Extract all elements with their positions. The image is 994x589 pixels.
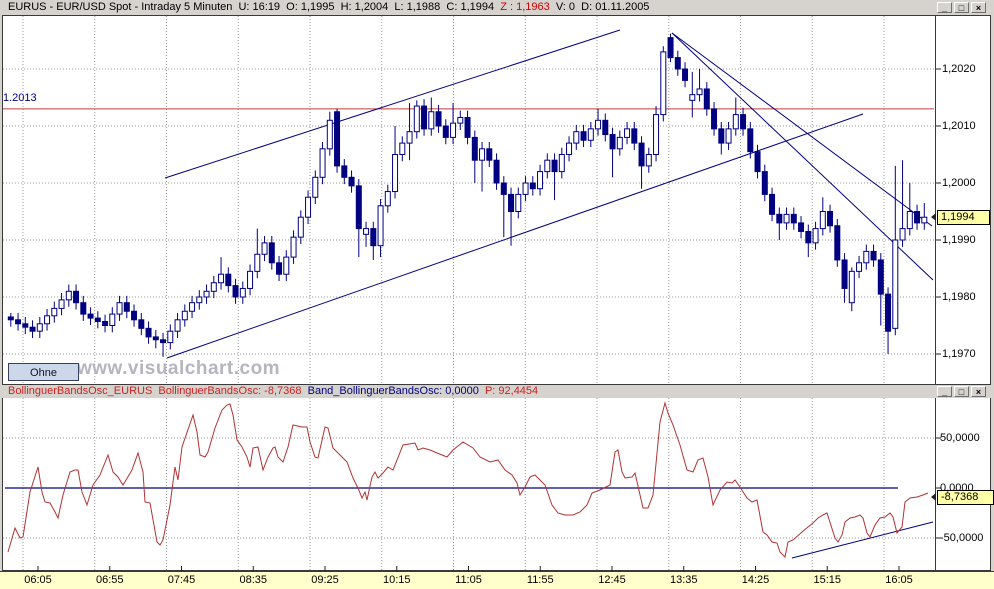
time-axis-label: 08:35	[239, 574, 268, 586]
oscillator-axis-label: -50,0000	[940, 532, 984, 544]
candlestick-series	[7, 33, 928, 357]
price-axis-label: 1,1970	[942, 348, 976, 360]
title-bar[interactable]: EURUS - EUR/USD Spot - Intraday 5 Minute…	[0, 0, 994, 15]
price-axis-label: 1,1980	[942, 291, 976, 303]
support-line-label: 1.2013	[3, 92, 37, 104]
price-marker-arrow-icon	[931, 213, 936, 221]
oscillator-axis-label: 50,0000	[940, 432, 980, 444]
time-axis-label: 11:55	[526, 574, 554, 586]
time-axis-label: 14:25	[741, 574, 770, 586]
oscillator-window-controls: _ □ ×	[937, 386, 986, 397]
chart-title: EURUS - EUR/USD Spot - Intraday 5 Minute…	[8, 1, 649, 13]
time-axis-strip[interactable]	[0, 572, 994, 589]
oscillator-value-badge: -8,7368	[937, 490, 994, 505]
time-axis-label: 15:15	[813, 574, 842, 586]
minimize-icon[interactable]: _	[937, 2, 952, 13]
oscillator-header-segment: Band_BollinguerBandsOsc: 0,0000	[307, 385, 485, 397]
minimize-icon[interactable]: _	[937, 386, 952, 397]
oscillator-marker-arrow-icon	[931, 493, 936, 501]
window-controls: _ □ ×	[937, 2, 986, 13]
title-segment: EURUS - EUR/USD Spot - Intraday 5 Minute…	[8, 1, 501, 13]
time-axis-label: 09:25	[311, 574, 339, 586]
close-icon[interactable]: ×	[971, 2, 986, 13]
maximize-icon[interactable]: □	[954, 2, 969, 13]
time-axis-label: 11:05	[455, 574, 482, 586]
time-axis-label: 12:45	[598, 574, 626, 586]
oscillator-title: BollinguerBandsOsc_EURUS BollinguerBands…	[8, 385, 538, 397]
time-axis-label: 07:45	[167, 574, 196, 586]
time-axis-label: 06:05	[24, 574, 52, 586]
time-axis-label: 13:35	[669, 574, 698, 586]
oscillator-plot	[3, 398, 934, 570]
oscillator-axis-label: 0,0000	[940, 482, 974, 494]
price-axis-label: 1,2010	[942, 120, 976, 132]
title-segment: V: 0 D: 01.11.2005	[549, 1, 650, 13]
oscillator-trendline	[791, 521, 934, 559]
time-axis-label: 10:15	[382, 574, 411, 586]
oscillator-header[interactable]: BollinguerBandsOsc_EURUS BollinguerBands…	[0, 385, 994, 398]
watermark: www.visualchart.com	[77, 358, 281, 379]
title-segment: Z : 1,1963	[500, 1, 550, 13]
trendline	[671, 32, 934, 281]
price-axis-label: 1,2020	[942, 63, 976, 75]
trendline	[164, 29, 621, 179]
maximize-icon[interactable]: □	[954, 386, 969, 397]
ohne-orders-button[interactable]: Ohne Orders	[8, 363, 79, 395]
main-plot	[3, 16, 934, 384]
price-axis-label: 1,2000	[942, 177, 976, 189]
last-price-badge: 1,1994	[937, 210, 990, 225]
close-icon[interactable]: ×	[971, 386, 986, 397]
time-axis-label: 16:05	[885, 574, 913, 586]
oscillator-line	[7, 401, 929, 559]
oscillator-header-segment: P: 92,4454	[484, 385, 539, 397]
oscillator-header-segment: BollinguerBandsOsc: -8,7368	[158, 385, 308, 397]
trendline	[671, 32, 933, 227]
oscillator-header-segment: BollinguerBandsOsc_EURUS	[8, 385, 159, 397]
time-axis-label: 06:55	[95, 574, 124, 586]
trendline	[166, 113, 864, 359]
price-axis-label: 1,1990	[942, 234, 976, 246]
